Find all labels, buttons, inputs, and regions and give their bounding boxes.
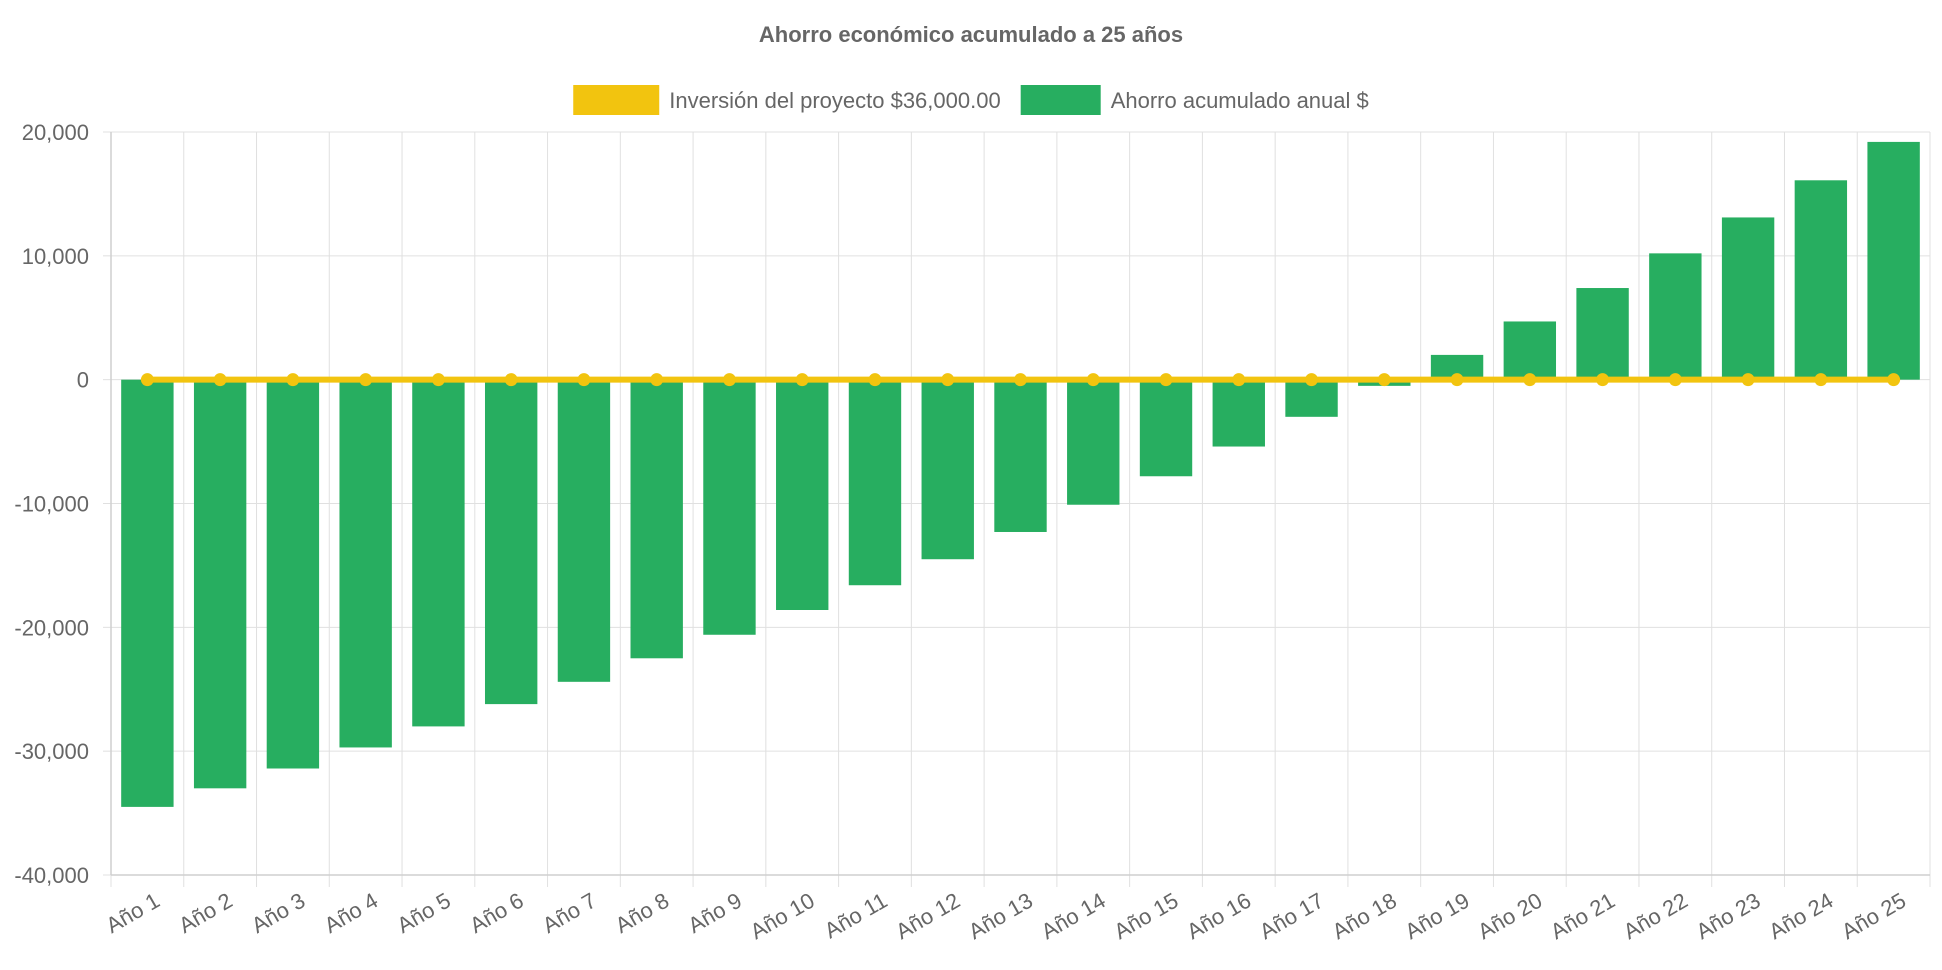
- y-tick-label: 20,000: [22, 120, 89, 145]
- line-point[interactable]: [286, 373, 300, 387]
- bar[interactable]: [994, 379, 1047, 532]
- line-point[interactable]: [213, 373, 227, 387]
- bar[interactable]: [848, 379, 902, 586]
- chart-title: Ahorro económico acumulado a 25 años: [759, 22, 1183, 47]
- line-point[interactable]: [1232, 373, 1246, 387]
- bar[interactable]: [921, 379, 974, 560]
- bar[interactable]: [776, 379, 829, 610]
- y-tick-label: 10,000: [22, 244, 89, 269]
- x-tick-label: Año 16: [1182, 888, 1255, 945]
- line-point[interactable]: [941, 373, 955, 387]
- bar[interactable]: [412, 379, 465, 727]
- line-point[interactable]: [795, 373, 809, 387]
- y-tick-label: -30,000: [14, 739, 89, 764]
- x-tick-label: Año 10: [746, 888, 819, 945]
- line-point[interactable]: [722, 373, 736, 387]
- line-point[interactable]: [1377, 373, 1391, 387]
- x-tick-label: Año 1: [102, 888, 164, 938]
- legend-label: Ahorro acumulado anual $: [1111, 88, 1369, 113]
- line-point[interactable]: [1814, 373, 1828, 387]
- bar[interactable]: [1212, 379, 1265, 447]
- legend[interactable]: Inversión del proyecto $36,000.00 Ahorro …: [573, 85, 1369, 115]
- bar[interactable]: [630, 379, 683, 659]
- x-tick-label: Año 17: [1255, 888, 1328, 945]
- bar[interactable]: [1067, 379, 1120, 505]
- x-tick-label: Año 24: [1764, 888, 1837, 945]
- bar[interactable]: [557, 379, 611, 682]
- line-point[interactable]: [868, 373, 882, 387]
- x-tick-label: Año 25: [1837, 888, 1910, 945]
- x-tick-label: Año 15: [1110, 888, 1183, 945]
- bar[interactable]: [1139, 379, 1193, 477]
- x-tick-label: Año 2: [174, 888, 236, 938]
- line-point[interactable]: [1450, 373, 1464, 387]
- line-point[interactable]: [1523, 373, 1537, 387]
- line-point[interactable]: [140, 373, 154, 387]
- bar[interactable]: [1503, 321, 1557, 380]
- line-point[interactable]: [1887, 373, 1901, 387]
- legend-swatch: [573, 85, 660, 115]
- x-tick-label: Año 6: [465, 888, 527, 938]
- line-point[interactable]: [504, 373, 518, 387]
- line-point[interactable]: [1086, 373, 1100, 387]
- x-tick-label: Año 18: [1328, 888, 1401, 945]
- line-point[interactable]: [359, 373, 373, 387]
- bar[interactable]: [193, 379, 247, 789]
- legend-swatch: [1020, 85, 1101, 115]
- x-tick-label: Año 13: [964, 888, 1037, 945]
- bar[interactable]: [484, 379, 538, 705]
- x-tick-label: Año 20: [1473, 888, 1546, 945]
- bar[interactable]: [339, 379, 392, 748]
- bar[interactable]: [703, 379, 756, 635]
- line-point[interactable]: [1159, 373, 1173, 387]
- bar[interactable]: [1649, 253, 1702, 380]
- line-point[interactable]: [577, 373, 591, 387]
- y-tick-label: -40,000: [14, 863, 89, 888]
- x-tick-label: Año 22: [1619, 888, 1692, 945]
- x-tick-label: Año 4: [320, 888, 382, 938]
- bar[interactable]: [121, 379, 174, 807]
- line-point[interactable]: [1014, 373, 1027, 387]
- line-point[interactable]: [1741, 373, 1755, 387]
- line-point[interactable]: [1596, 373, 1610, 387]
- bar[interactable]: [1794, 180, 1848, 380]
- y-tick-label: -20,000: [14, 615, 89, 640]
- line-point[interactable]: [650, 373, 664, 387]
- x-tick-label: Año 3: [247, 888, 309, 938]
- x-tick-label: Año 19: [1401, 888, 1474, 945]
- legend-item[interactable]: Ahorro acumulado anual $: [1020, 85, 1369, 115]
- line-point[interactable]: [431, 373, 445, 387]
- x-tick-label: Año 23: [1692, 888, 1765, 945]
- line-series: [140, 373, 1901, 387]
- x-tick-label: Año 9: [684, 888, 746, 938]
- x-tick-label: Año 12: [891, 888, 964, 945]
- x-tick-label: Año 11: [820, 888, 891, 944]
- bars: [121, 141, 1920, 807]
- legend-label: Inversión del proyecto $36,000.00: [669, 88, 1000, 113]
- x-tick-label: Año 14: [1037, 888, 1110, 945]
- legend-item[interactable]: Inversión del proyecto $36,000.00: [573, 85, 1001, 115]
- x-tick-label: Año 8: [611, 888, 673, 938]
- bar[interactable]: [266, 379, 320, 769]
- x-tick-label: Año 5: [393, 888, 455, 938]
- y-tick-label: 0: [77, 368, 89, 393]
- bar[interactable]: [1867, 141, 1920, 380]
- x-tick-label: Año 7: [538, 888, 600, 938]
- bar[interactable]: [1576, 288, 1629, 380]
- line-point[interactable]: [1668, 373, 1682, 387]
- x-tick-label: Año 21: [1546, 888, 1619, 945]
- bar[interactable]: [1721, 217, 1775, 380]
- y-tick-label: -10,000: [14, 492, 89, 517]
- line-point[interactable]: [1305, 373, 1319, 387]
